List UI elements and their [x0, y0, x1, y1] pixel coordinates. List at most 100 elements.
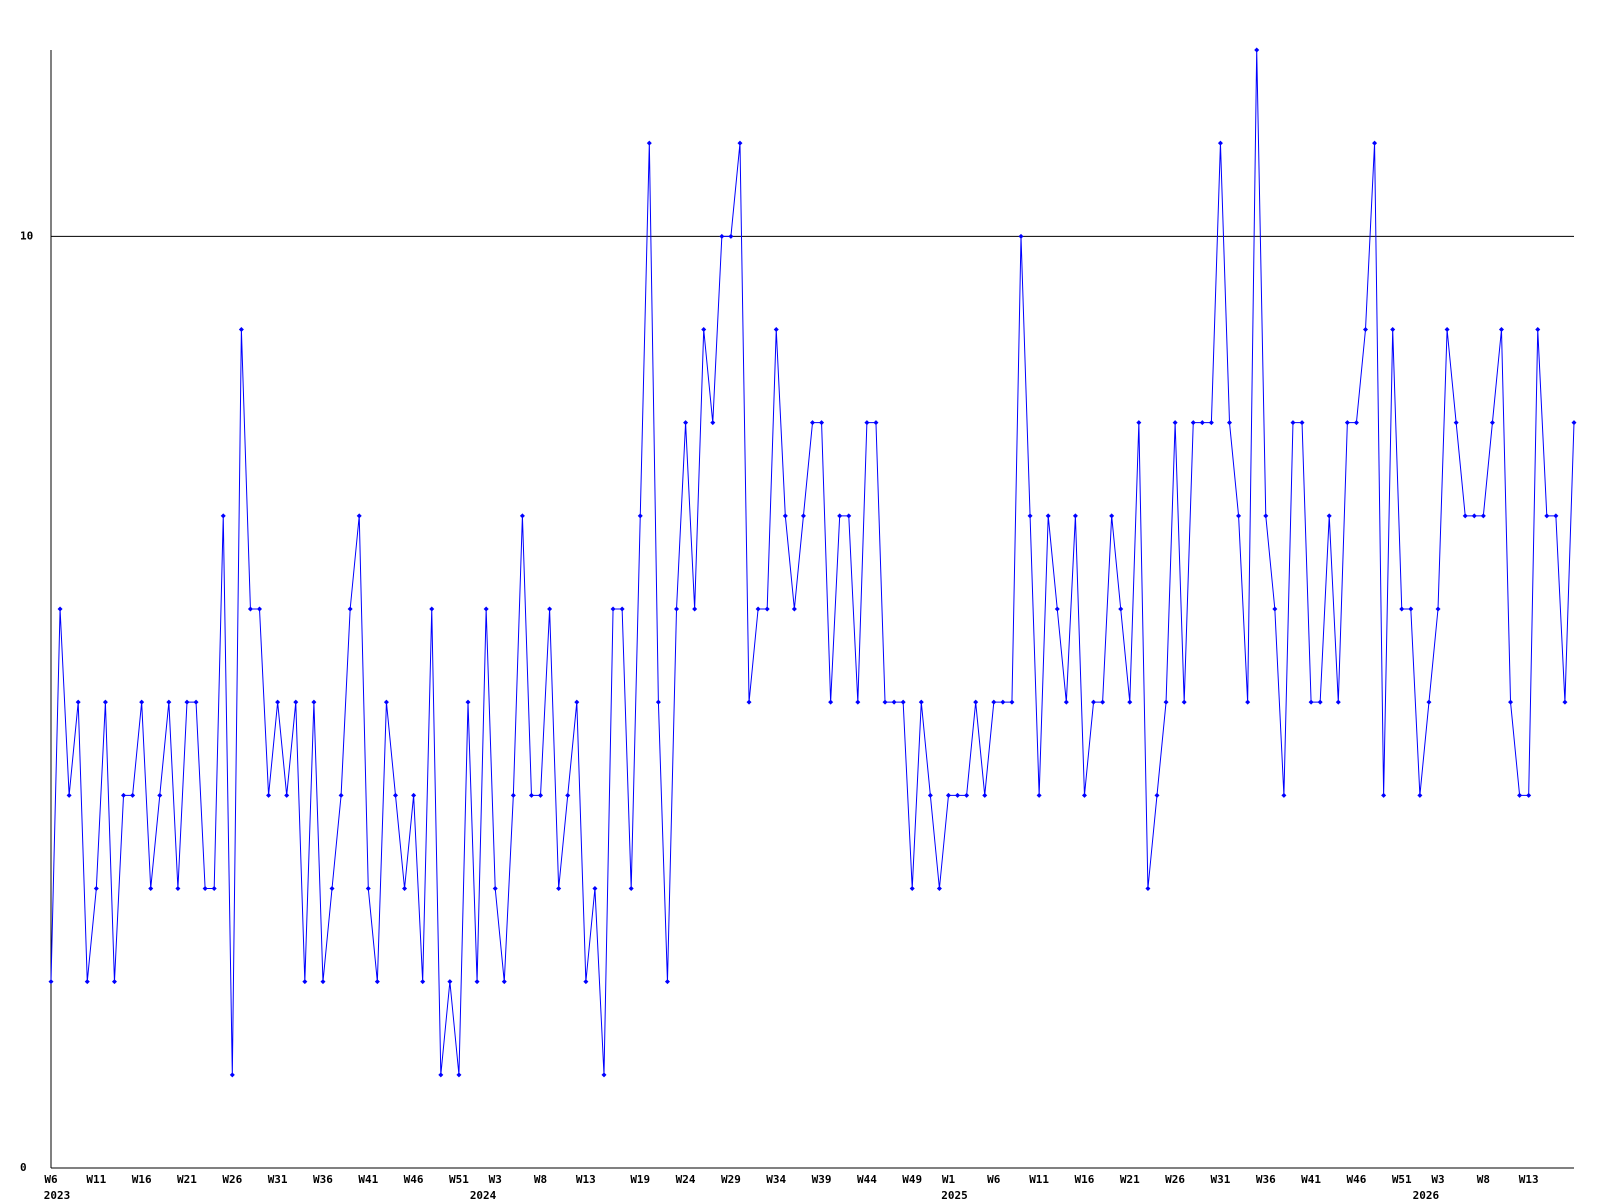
data-point: [655, 699, 661, 705]
x-tick-label: W3: [1431, 1173, 1444, 1186]
data-point: [547, 606, 553, 612]
data-point: [1417, 792, 1423, 798]
data-point: [238, 327, 244, 332]
data-point: [1290, 420, 1296, 426]
data-point: [1000, 699, 1006, 705]
data-point: [791, 606, 797, 612]
data-point: [1526, 792, 1532, 798]
data-point: [1136, 420, 1142, 426]
data-point: [1571, 420, 1577, 426]
x-tick-label: W39: [812, 1173, 832, 1186]
data-point: [1390, 327, 1396, 332]
data-point: [1245, 699, 1251, 705]
year-label: 2023: [44, 1189, 71, 1200]
data-point: [1335, 699, 1341, 705]
data-point: [565, 792, 571, 798]
data-point: [873, 420, 879, 426]
data-point: [538, 792, 544, 798]
data-point: [1172, 420, 1178, 426]
x-tick-label: W19: [630, 1173, 650, 1186]
x-tick-label: W29: [721, 1173, 741, 1186]
x-tick-label: W34: [766, 1173, 786, 1186]
x-tick-label: W46: [404, 1173, 424, 1186]
data-point: [982, 792, 988, 798]
x-tick-label: W24: [676, 1173, 696, 1186]
data-point: [1127, 699, 1133, 705]
data-point: [1045, 513, 1051, 519]
data-point: [519, 513, 525, 519]
data-point: [148, 886, 154, 891]
data-point: [293, 699, 299, 705]
x-tick-label: W8: [1477, 1173, 1490, 1186]
data-point: [266, 792, 272, 798]
data-point: [1381, 792, 1387, 798]
data-point: [610, 606, 616, 612]
data-point: [1517, 792, 1523, 798]
data-point: [1063, 699, 1069, 705]
data-point: [1408, 606, 1414, 612]
data-point: [429, 606, 435, 612]
data-point: [864, 420, 870, 426]
data-point: [755, 606, 761, 612]
data-point: [474, 979, 480, 985]
data-point: [1299, 420, 1305, 426]
data-point: [1471, 513, 1477, 519]
data-point: [1362, 327, 1368, 332]
year-label: 2025: [941, 1189, 968, 1200]
x-tick-label: W49: [902, 1173, 922, 1186]
data-point: [1544, 513, 1550, 519]
x-tick-label: W8: [534, 1173, 547, 1186]
x-tick-label: W41: [358, 1173, 378, 1186]
data-point: [302, 979, 308, 985]
data-point: [764, 606, 770, 612]
x-tick-label: W44: [857, 1173, 877, 1186]
data-point: [1272, 606, 1278, 612]
data-point: [175, 886, 181, 891]
data-point: [347, 606, 353, 612]
data-point: [1353, 420, 1359, 426]
x-tick-label: W21: [1120, 1173, 1140, 1186]
data-point: [701, 327, 707, 332]
data-point: [57, 606, 63, 612]
data-point: [692, 606, 698, 612]
data-point: [84, 979, 90, 985]
x-tick-label: W16: [1075, 1173, 1095, 1186]
data-point: [501, 979, 507, 985]
data-point: [1154, 792, 1160, 798]
data-point: [447, 979, 453, 985]
data-point: [1344, 420, 1350, 426]
data-point: [1317, 699, 1323, 705]
data-point: [1435, 606, 1441, 612]
data-point: [483, 606, 489, 612]
data-point: [1009, 699, 1015, 705]
x-tick-label: W36: [1256, 1173, 1276, 1186]
data-point: [220, 513, 226, 519]
data-point: [438, 1072, 444, 1078]
data-point: [592, 886, 598, 891]
data-point: [846, 513, 852, 519]
data-point: [1489, 420, 1495, 426]
x-tick-label: W36: [313, 1173, 333, 1186]
data-point: [1163, 699, 1169, 705]
data-point: [66, 792, 72, 798]
data-point: [392, 792, 398, 798]
x-tick-label: W6: [987, 1173, 1001, 1186]
data-point: [782, 513, 788, 519]
data-point: [229, 1072, 235, 1078]
data-point: [1263, 513, 1269, 519]
x-tick-label: W51: [1392, 1173, 1412, 1186]
x-tick-label: W26: [222, 1173, 242, 1186]
data-point: [1480, 513, 1486, 519]
data-point: [1072, 513, 1078, 519]
data-point: [1081, 792, 1087, 798]
data-point: [637, 513, 643, 519]
x-tick-label: W46: [1346, 1173, 1366, 1186]
data-point: [837, 513, 843, 519]
data-point: [710, 420, 716, 426]
data-point: [1100, 699, 1106, 705]
x-tick-label: W51: [449, 1173, 469, 1186]
data-point: [1236, 513, 1242, 519]
data-point: [1535, 327, 1541, 332]
data-point: [465, 699, 471, 705]
